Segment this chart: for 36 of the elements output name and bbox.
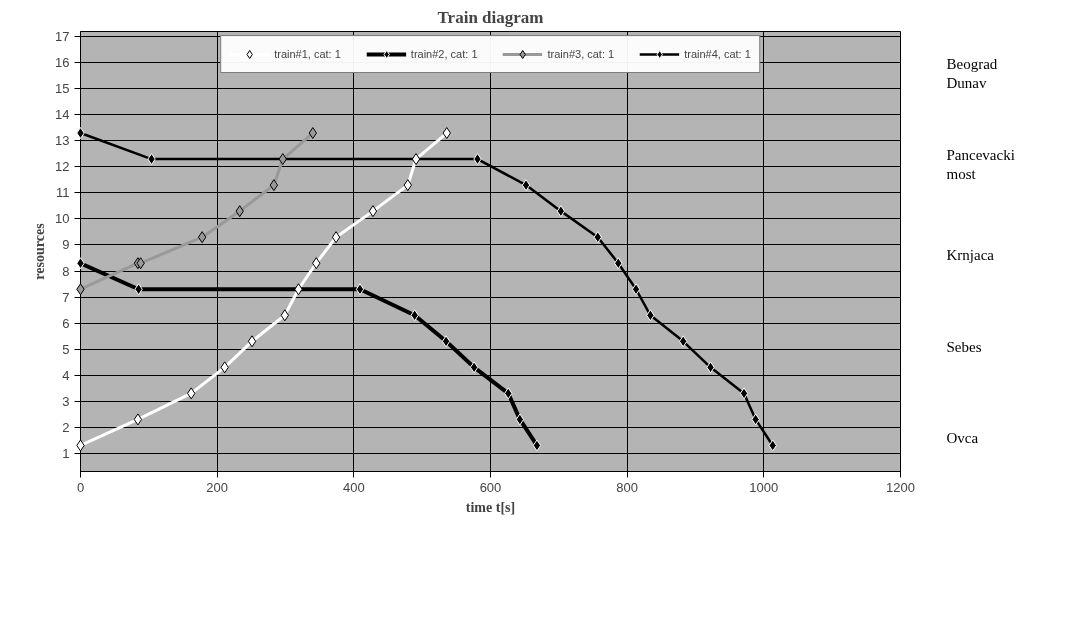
y-tick-label: 17 [55, 29, 70, 45]
x-tick-label: 600 [479, 479, 502, 495]
y-tick-label: 3 [62, 393, 70, 409]
y-tick-label: 14 [55, 107, 70, 123]
text: Beograd Dunav [946, 55, 998, 91]
text: Ovca [946, 429, 979, 446]
y-tick-label: 7 [62, 289, 70, 305]
x-tick-label: 800 [616, 479, 639, 495]
x-tick-label: 0 [76, 479, 85, 495]
y-tick-label: 1 [62, 445, 70, 461]
legend-label: train#2, cat: 1 [410, 48, 478, 60]
y-tick-label: 2 [62, 419, 70, 435]
y-tick-label: 10 [55, 211, 70, 227]
y-tick-label: 15 [55, 81, 70, 97]
y-tick-label: 5 [62, 341, 70, 357]
y-tick-label: 4 [62, 367, 70, 383]
x-tick-label: 400 [342, 479, 365, 495]
legend-label: train#1, cat: 1 [274, 48, 341, 60]
y-tick-label: 12 [55, 159, 70, 175]
legend-label: train#3, cat: 1 [547, 48, 615, 60]
y-tick-label: 6 [62, 315, 70, 331]
y-axis-title: resources [32, 222, 48, 280]
text: Krnjaca [946, 247, 995, 264]
y-tick-label: 9 [62, 237, 70, 253]
x-axis-title: time t[s] [465, 499, 516, 515]
y-tick-label: 16 [55, 55, 70, 71]
text: Sebes [946, 338, 982, 355]
x-tick-label: 200 [206, 479, 229, 495]
y-tick-label: 8 [62, 263, 70, 279]
y-tick-label: 13 [55, 133, 70, 149]
x-tick-label: 1000 [749, 479, 779, 495]
text: Pancevacki most [946, 146, 1015, 182]
x-tick-label: 1200 [886, 479, 915, 495]
y-tick-label: 11 [56, 185, 70, 201]
legend-label: train#4, cat: 1 [684, 48, 751, 60]
chart-title: Train diagram [437, 7, 544, 27]
